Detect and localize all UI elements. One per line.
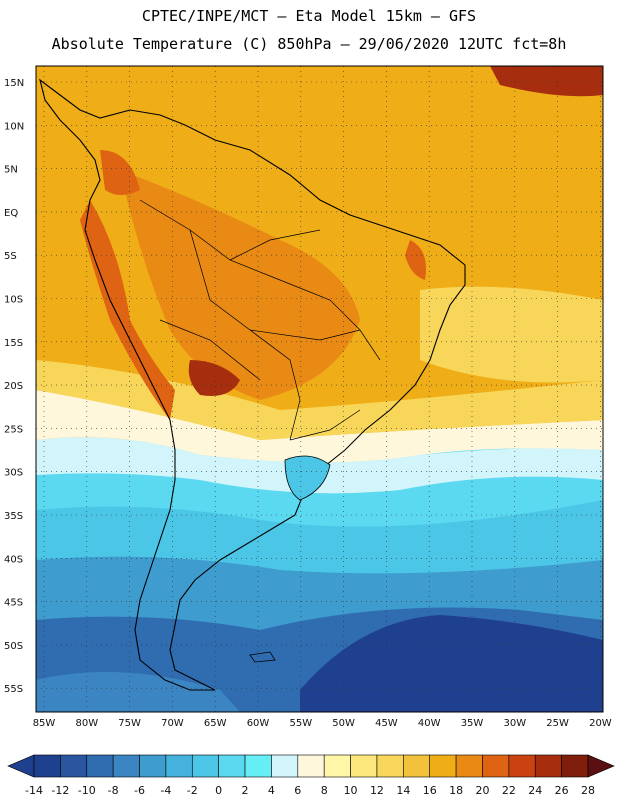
lon-label: 65W — [204, 718, 227, 729]
colorbar-segment — [191, 754, 219, 778]
field-patch-interior-orange — [120, 170, 360, 400]
field-patch-northeast — [405, 240, 426, 280]
field-patch-colombia — [100, 150, 140, 195]
colorbar-label: 8 — [321, 784, 328, 797]
lat-label: 20S — [4, 381, 23, 392]
lon-label: 70W — [161, 718, 184, 729]
colorbar-label: 16 — [423, 784, 437, 797]
colorbar-segment — [139, 754, 167, 778]
colorbar-label: 2 — [242, 784, 249, 797]
lat-label: EQ — [4, 208, 18, 219]
colorbar-segment — [271, 754, 299, 778]
field-band-yellow — [36, 360, 603, 440]
colorbar-segment — [112, 754, 140, 778]
temperature-field — [36, 66, 603, 712]
colorbar-segment — [403, 754, 431, 778]
lat-label: 15N — [4, 78, 24, 89]
field-patch-andes — [80, 200, 175, 420]
field-patch-bolivia-hot — [188, 360, 240, 396]
colorbar-segment — [376, 754, 404, 778]
lon-label: 20W — [589, 718, 612, 729]
lat-label: 15S — [4, 338, 23, 349]
colorbar-label: -2 — [187, 784, 198, 797]
colorbar-label: 22 — [502, 784, 516, 797]
lon-label: 85W — [33, 718, 56, 729]
colorbar-segment — [86, 754, 114, 778]
lon-label: 45W — [375, 718, 398, 729]
colorbar-label: -6 — [134, 784, 145, 797]
colorbar — [7, 754, 615, 778]
field-patch-caribbean-hot — [490, 66, 603, 97]
lat-label: 45S — [4, 598, 23, 609]
colorbar-label: 6 — [294, 784, 301, 797]
colorbar-segment — [218, 754, 246, 778]
colorbar-label: 20 — [475, 784, 489, 797]
colorbar-segment — [60, 754, 88, 778]
lon-label: 40W — [418, 718, 441, 729]
colorbar-segment — [323, 754, 351, 778]
lat-label: 35S — [4, 511, 23, 522]
colorbar-label: -8 — [108, 784, 119, 797]
colorbar-label: 4 — [268, 784, 275, 797]
latitude-labels: 15N 10N 5N EQ 5S 10S 15S 20S 25S 30S 35S 40S 45S 50S 5… — [4, 78, 24, 695]
field-band-cream — [36, 390, 603, 463]
field-patch-atlantic-yellow — [420, 286, 603, 383]
colorbar-segment — [429, 754, 457, 778]
colorbar-arrow-right — [587, 754, 615, 778]
lon-label: 75W — [118, 718, 141, 729]
colorbar-labels: -14 -12 -10 -8 -6 -4 -2 0 2 4 6 8 10 12 14 16 18 20 22 24 26… — [25, 784, 595, 797]
lat-label: 10N — [4, 121, 24, 132]
title-line-2: Absolute Temperature (C) 850hPa – 29/06/… — [52, 35, 567, 53]
lon-label: 25W — [546, 718, 569, 729]
lat-label: 50S — [4, 641, 23, 652]
colorbar-segment — [350, 754, 378, 778]
colorbar-segment — [165, 754, 193, 778]
colorbar-label: 26 — [555, 784, 569, 797]
colorbar-label: -10 — [78, 784, 96, 797]
plot-frame — [35, 65, 604, 713]
lat-label: 30S — [4, 468, 23, 479]
colorbar-segment — [297, 754, 325, 778]
colorbar-label: 18 — [449, 784, 463, 797]
colorbar-label: -12 — [51, 784, 69, 797]
colorbar-label: 24 — [528, 784, 542, 797]
lat-label: 10S — [4, 295, 23, 306]
colorbar-segment — [482, 754, 510, 778]
colorbar-label: 14 — [396, 784, 410, 797]
lat-label: 5N — [4, 165, 18, 176]
colorbar-label: -14 — [25, 784, 43, 797]
colorbar-segment — [561, 754, 589, 778]
uruguay-outline — [284, 455, 331, 501]
colorbar-segment — [244, 754, 272, 778]
lat-label: 55S — [4, 684, 23, 695]
lon-label: 80W — [75, 718, 98, 729]
colorbar-segment — [508, 754, 536, 778]
falkland-islands — [249, 651, 276, 663]
longitude-labels: 85W 80W 75W 70W 65W 60W 55W 50W 45W 40W 35W 30W 25W 2… — [33, 718, 612, 729]
country-borders — [139, 199, 381, 441]
lat-label: 25S — [4, 424, 23, 435]
colorbar-label: -4 — [160, 784, 171, 797]
lat-label: 40S — [4, 554, 23, 565]
colorbar-arrow-left — [7, 754, 35, 778]
south-america-coastline — [39, 78, 466, 691]
lon-label: 30W — [503, 718, 526, 729]
colorbar-segment — [455, 754, 483, 778]
lon-label: 35W — [461, 718, 484, 729]
colorbar-segment — [534, 754, 562, 778]
lon-label: 60W — [247, 718, 270, 729]
lon-label: 50W — [332, 718, 355, 729]
colorbar-label: 10 — [344, 784, 358, 797]
lat-label: 5S — [4, 251, 17, 262]
field-band-colddeep — [300, 615, 603, 712]
title-line-1: CPTEC/INPE/MCT – Eta Model 15km – GFS — [142, 7, 476, 25]
lon-label: 55W — [289, 718, 312, 729]
colorbar-label: 0 — [215, 784, 222, 797]
colorbar-label: 28 — [581, 784, 595, 797]
colorbar-segment — [33, 754, 61, 778]
colorbar-label: 12 — [370, 784, 384, 797]
